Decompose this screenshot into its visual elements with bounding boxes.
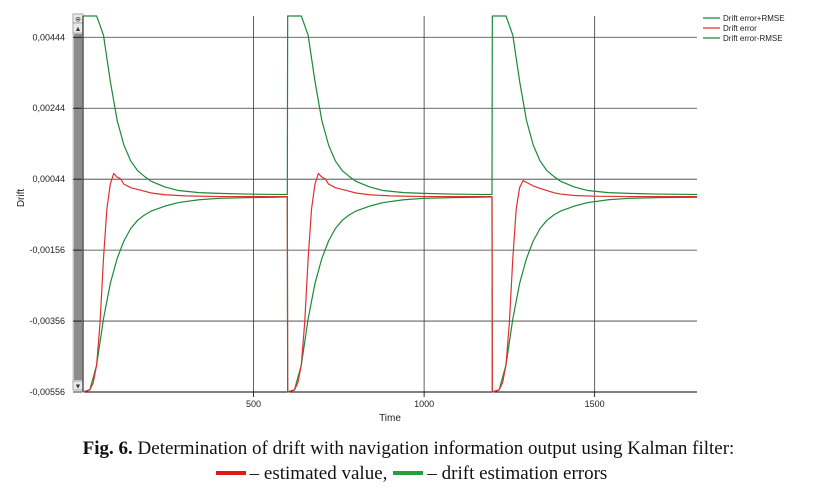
x-tick-label: 500 [246,399,261,409]
caption-text: Determination of drift with navigation i… [132,438,735,459]
y-tick-label: 0,00444 [32,32,65,42]
y-tick-label: -0,00156 [29,245,65,255]
x-axis-label: Time [379,413,401,424]
drift-chart: ⊕ ▲ ▼ 0,00444 0,00244 0,00044 -0,00156 -0,00… [16,13,785,424]
red-line-swatch [215,470,246,475]
series-line-drift-error-rmse [82,196,698,393]
caption-estimated-value: – estimated value, [249,463,388,484]
y-axis-label: Drift [16,189,27,208]
scrollbar-down-arrow-icon: ▼ [75,384,82,391]
series-line-drift-error [82,172,697,393]
legend-entry: Drift error [723,24,757,33]
y-tick-label: 0,00044 [32,174,65,184]
vertical-scrollbar[interactable]: ⊕ ▲ ▼ [72,13,84,391]
figure-caption-line-1: Fig. 6. Determination of drift with navi… [0,438,817,460]
caption-errors: – drift estimation errors [427,463,608,484]
figure-caption-line-2: – estimated value, – drift estimation err… [0,463,817,485]
series-layer [82,15,698,393]
x-tick-label: 1500 [585,399,605,409]
y-tick-label: -0,00356 [29,316,65,326]
y-tick-label: -0,00556 [29,387,65,397]
series-line-drift-error-rmse [83,15,698,196]
x-tick-label: 1000 [414,399,434,409]
figure-number: Fig. 6. [82,438,133,459]
legend-entry: Drift error-RMSE [723,34,783,43]
scrollbar-up-arrow-icon: ▲ [75,26,82,33]
scrollbar-top-glyph: ⊕ [75,17,81,24]
y-tick-label: 0,00244 [32,103,65,113]
tick-labels: 0,00444 0,00244 0,00044 -0,00156 -0,00356 -0,… [29,32,604,409]
legend-entry: Drift error+RMSE [723,14,785,23]
scrollbar-thumb[interactable] [74,34,82,380]
green-line-swatch [393,470,424,475]
